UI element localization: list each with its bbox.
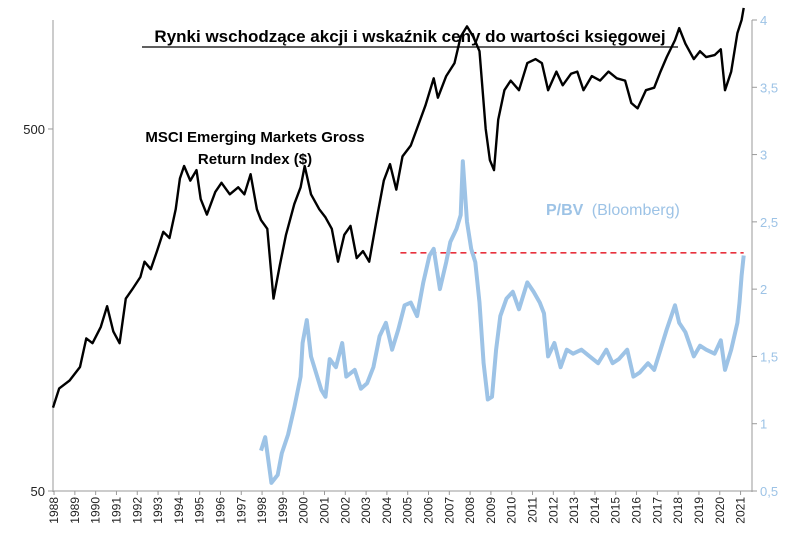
right-tick-label: 3 xyxy=(760,148,767,163)
left-tick-label: 50 xyxy=(31,484,45,499)
x-tick-label: 2000 xyxy=(297,497,311,524)
x-tick-label: 1993 xyxy=(151,497,165,524)
x-tick-label: 1989 xyxy=(68,497,82,524)
x-tick-label: 1994 xyxy=(172,497,186,524)
right-axis-ticks: 0,5 1 1,5 2 2,5 3 3,5 4 xyxy=(752,13,778,499)
pbv-label: P/BV (Bloomberg) xyxy=(546,202,680,219)
x-tick-label: 2013 xyxy=(567,497,581,524)
x-tick-label: 1997 xyxy=(234,497,248,524)
msci-label-line2: Return Index ($) xyxy=(198,151,312,168)
x-tick-label: 2010 xyxy=(505,497,519,524)
x-tick-label: 2018 xyxy=(671,497,685,524)
x-tick-label: 2009 xyxy=(484,497,498,524)
x-tick-label: 2003 xyxy=(359,497,373,524)
x-tick-label: 2014 xyxy=(588,497,602,524)
x-tick-label: 2005 xyxy=(401,497,415,524)
x-tick-label: 1995 xyxy=(193,497,207,524)
x-tick-label: 1992 xyxy=(130,497,144,524)
right-tick-label: 2 xyxy=(760,282,767,297)
right-tick-label: 2,5 xyxy=(760,215,778,230)
pbv-label-main: P/BV xyxy=(546,202,584,219)
left-axis-ticks: 50 500 xyxy=(23,122,53,499)
right-tick-label: 4 xyxy=(760,13,767,28)
pbv-label-source: (Bloomberg) xyxy=(592,202,680,219)
x-axis-ticks: 1988 1989 1990 1991 1992 1993 1994 1995 1996 1997… xyxy=(47,491,748,524)
x-tick-label: 2015 xyxy=(609,497,623,524)
x-tick-label: 1998 xyxy=(255,497,269,524)
x-tick-label: 2016 xyxy=(630,497,644,524)
x-tick-label: 2019 xyxy=(692,497,706,524)
x-tick-label: 2007 xyxy=(442,497,456,524)
right-tick-label: 0,5 xyxy=(760,484,778,499)
x-tick-label: 2004 xyxy=(380,497,394,524)
x-tick-label: 2020 xyxy=(713,497,727,524)
x-tick-label: 1999 xyxy=(276,497,290,524)
x-tick-label: 2017 xyxy=(650,497,664,524)
x-tick-label: 1990 xyxy=(89,497,103,524)
x-tick-label: 2008 xyxy=(463,497,477,524)
right-tick-label: 3,5 xyxy=(760,80,778,95)
msci-series-line xyxy=(51,7,745,408)
right-tick-label: 1,5 xyxy=(760,349,778,364)
x-tick-label: 2021 xyxy=(734,497,748,524)
x-tick-label: 2006 xyxy=(422,497,436,524)
x-tick-label: 2011 xyxy=(526,497,540,523)
left-tick-label: 500 xyxy=(23,122,45,137)
right-tick-label: 1 xyxy=(760,417,767,432)
x-tick-label: 1991 xyxy=(109,497,123,524)
x-tick-label: 2012 xyxy=(546,497,560,524)
x-tick-label: 2002 xyxy=(338,497,352,524)
pbv-series-line xyxy=(259,159,746,485)
x-tick-label: 1996 xyxy=(213,497,227,524)
x-tick-label: 2001 xyxy=(317,497,331,524)
chart-title: Rynki wschodzące akcji i wskaźnik ceny d… xyxy=(154,27,665,46)
x-tick-label: 1988 xyxy=(47,497,61,524)
msci-label-line1: MSCI Emerging Markets Gross xyxy=(145,129,364,146)
